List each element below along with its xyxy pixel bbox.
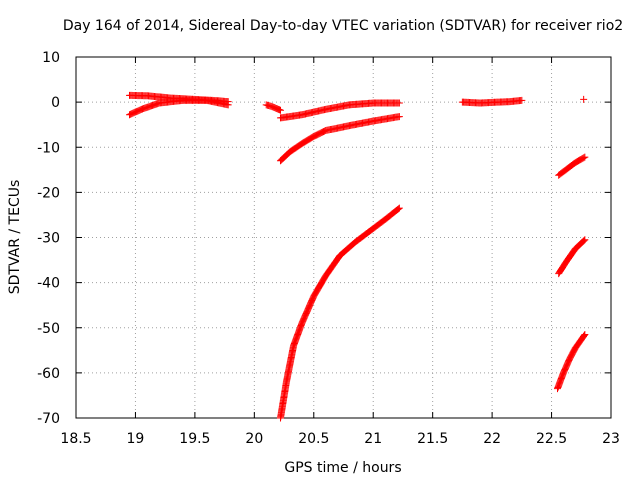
- series-arc-1-lower: [126, 96, 232, 119]
- x-axis-label: GPS time / hours: [284, 460, 401, 476]
- x-tick-label: 19: [127, 431, 145, 447]
- x-tick-label: 22: [483, 431, 501, 447]
- series-arc-3: [276, 99, 403, 122]
- series-arc-6: [458, 96, 526, 107]
- x-tick-label: 23: [602, 431, 620, 447]
- series-arc-2: [262, 101, 284, 114]
- y-tick-label: -40: [37, 276, 60, 292]
- grid: [76, 57, 611, 418]
- y-tick-label: -10: [37, 140, 60, 156]
- data-point-marker: [581, 331, 589, 339]
- x-tick-label: 19.5: [179, 431, 210, 447]
- chart-title: Day 164 of 2014, Sidereal Day-to-day VTE…: [63, 18, 623, 34]
- y-tick-label: -70: [37, 411, 60, 427]
- y-tick-label: -30: [37, 231, 60, 247]
- data-point-marker: [580, 237, 588, 245]
- series-isolated-point: [580, 95, 588, 103]
- data-point-marker: [580, 95, 588, 103]
- ticks: 18.5 19 19.5 20 20.5 21 21.5 22 22.5 23 -70 -60 -50 -…: [37, 50, 620, 447]
- data-point-marker: [518, 96, 526, 104]
- x-tick-label: 21: [364, 431, 382, 447]
- data-point-marker: [580, 154, 588, 162]
- data-point-marker: [395, 99, 403, 107]
- y-tick-label: 10: [42, 50, 60, 66]
- y-tick-label: -50: [37, 321, 60, 337]
- data-point-marker: [395, 113, 403, 121]
- series-arc-5: [276, 204, 403, 422]
- series-arc-4: [276, 113, 403, 165]
- series-arc-9: [554, 331, 589, 393]
- y-tick-label: -20: [37, 185, 60, 201]
- x-tick-label: 18.5: [60, 431, 91, 447]
- data-point-marker: [580, 331, 588, 339]
- series-arc-7: [555, 153, 589, 179]
- x-tick-label: 20: [245, 431, 263, 447]
- series-arc-8: [555, 236, 589, 278]
- data-point-marker: [581, 236, 589, 244]
- y-tick-label: 0: [51, 95, 60, 111]
- data-point-marker: [276, 106, 284, 114]
- x-tick-label: 20.5: [298, 431, 329, 447]
- x-tick-label: 22.5: [536, 431, 567, 447]
- x-tick-label: 21.5: [417, 431, 448, 447]
- data-points: [126, 91, 589, 422]
- y-axis-label: SDTVAR / TECUs: [7, 180, 23, 295]
- data-point-marker: [224, 101, 232, 109]
- data-point-marker: [579, 237, 587, 245]
- data-point-marker: [395, 204, 403, 212]
- y-tick-label: -60: [37, 366, 60, 382]
- data-point-marker: [394, 205, 402, 213]
- data-point-marker: [581, 153, 589, 161]
